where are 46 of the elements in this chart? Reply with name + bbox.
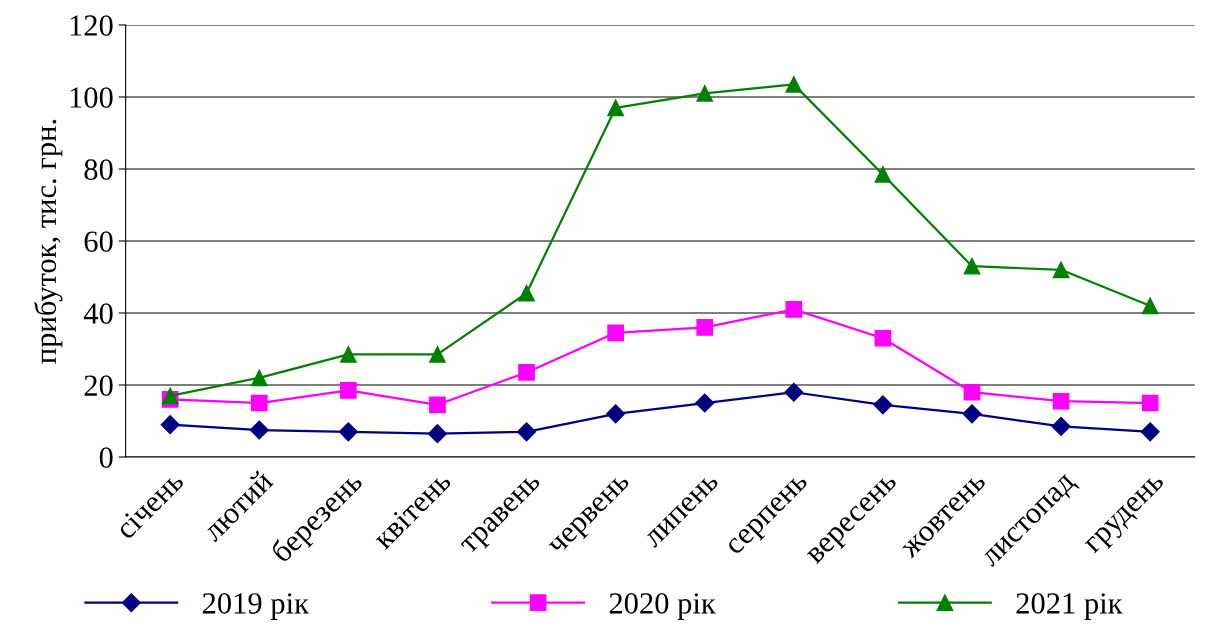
point bbox=[250, 369, 268, 387]
y-tick-label: 80 bbox=[84, 159, 113, 180]
point bbox=[785, 76, 803, 93]
point bbox=[338, 422, 358, 442]
point bbox=[1141, 297, 1159, 315]
point bbox=[1052, 392, 1070, 410]
point bbox=[340, 382, 357, 399]
point bbox=[963, 383, 981, 401]
point bbox=[249, 420, 269, 440]
point bbox=[696, 85, 714, 102]
y-tick-label: 20 bbox=[84, 375, 113, 396]
point bbox=[1051, 416, 1071, 436]
point bbox=[517, 422, 537, 442]
point bbox=[427, 424, 447, 444]
point bbox=[874, 166, 892, 183]
point bbox=[250, 394, 268, 412]
point bbox=[1141, 394, 1159, 412]
point bbox=[160, 415, 180, 435]
y-tick-label: 0 bbox=[99, 447, 113, 468]
y-tick-label: 100 bbox=[70, 87, 113, 108]
legend-label: 2020 рік bbox=[609, 593, 716, 620]
point bbox=[1140, 422, 1160, 442]
point bbox=[607, 99, 624, 117]
point bbox=[606, 404, 626, 424]
y-tick-label: 120 bbox=[70, 15, 113, 36]
legend-label: 2019 рік bbox=[202, 593, 309, 620]
point bbox=[695, 393, 715, 413]
point bbox=[1052, 261, 1070, 279]
point bbox=[784, 382, 804, 402]
y-axis-title: прибуток, тис. грн. bbox=[33, 119, 63, 364]
point bbox=[340, 346, 357, 363]
point bbox=[429, 346, 446, 363]
point bbox=[161, 387, 179, 405]
point bbox=[696, 319, 714, 336]
point bbox=[785, 301, 803, 318]
point bbox=[607, 324, 624, 342]
point bbox=[873, 395, 893, 415]
point bbox=[518, 284, 535, 302]
y-tick-label: 40 bbox=[83, 303, 113, 324]
point bbox=[518, 364, 535, 381]
point bbox=[962, 404, 982, 424]
point bbox=[874, 329, 892, 347]
point bbox=[963, 257, 981, 275]
y-tick-label: 60 bbox=[84, 231, 113, 252]
point bbox=[429, 396, 446, 414]
legend-label: 2021 рік bbox=[1016, 593, 1123, 620]
